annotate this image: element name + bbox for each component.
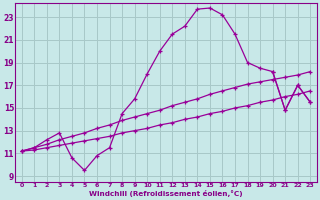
X-axis label: Windchill (Refroidissement éolien,°C): Windchill (Refroidissement éolien,°C) — [89, 190, 243, 197]
